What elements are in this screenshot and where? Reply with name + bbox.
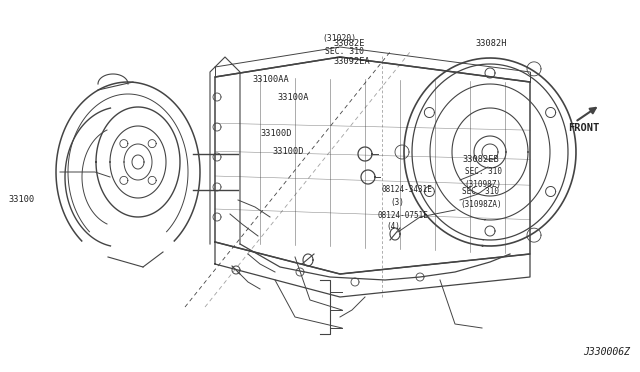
Text: 33092EA: 33092EA (333, 58, 370, 67)
Text: 33082EB: 33082EB (462, 155, 499, 164)
Text: SEC. 310: SEC. 310 (465, 167, 502, 176)
Text: 33082E: 33082E (333, 39, 365, 48)
Text: 33100: 33100 (8, 196, 35, 205)
Text: 08124-3431E: 08124-3431E (382, 186, 433, 195)
Text: 33100A: 33100A (277, 93, 308, 103)
Text: (3): (3) (390, 198, 404, 206)
Text: SEC. 310: SEC. 310 (462, 187, 499, 196)
Text: FRONT: FRONT (568, 123, 599, 133)
Text: (31020): (31020) (322, 33, 356, 42)
Text: J330006Z: J330006Z (583, 347, 630, 357)
Text: 33082H: 33082H (475, 39, 506, 48)
Text: (31098ZA): (31098ZA) (460, 199, 502, 208)
Text: 33100AA: 33100AA (252, 76, 289, 84)
Text: 08124-0751E: 08124-0751E (378, 211, 429, 219)
Text: 33100D: 33100D (272, 148, 303, 157)
Text: (4): (4) (386, 222, 400, 231)
Text: 33100D: 33100D (260, 129, 291, 138)
Text: SEC. 310: SEC. 310 (325, 48, 364, 57)
Text: (31098Z): (31098Z) (464, 180, 501, 189)
